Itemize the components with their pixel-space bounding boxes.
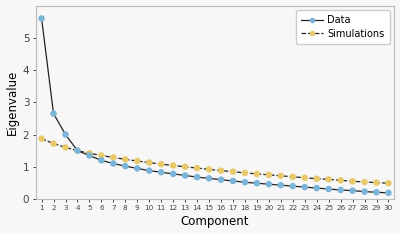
Point [254,181,260,185]
X-axis label: Component: Component [181,216,249,228]
Point [326,187,332,191]
Point [385,181,392,185]
Point [182,165,188,169]
Point [373,190,380,194]
Point [50,112,57,115]
Point [74,149,81,153]
Y-axis label: Eigenvalue: Eigenvalue [6,69,18,135]
Point [278,174,284,178]
Point [290,175,296,179]
Point [349,179,356,183]
Point [194,166,200,170]
Point [266,173,272,177]
Point [122,157,128,161]
Point [62,133,69,136]
Point [266,182,272,186]
Point [86,151,93,155]
Point [98,158,104,162]
Point [230,170,236,173]
Point [158,170,164,174]
Point [242,180,248,184]
Point [230,179,236,183]
Point [338,179,344,182]
Point [146,169,152,172]
Point [122,164,128,168]
Point [74,149,81,153]
Legend: Data, Simulations: Data, Simulations [296,11,390,44]
Point [278,183,284,187]
Point [206,176,212,180]
Point [338,188,344,192]
Point [182,174,188,177]
Point [385,191,392,195]
Point [314,186,320,190]
Point [86,154,93,157]
Point [290,184,296,188]
Point [326,177,332,181]
Point [218,178,224,182]
Point [146,161,152,165]
Point [349,189,356,193]
Point [134,159,140,163]
Point [110,162,116,165]
Point [38,137,45,141]
Point [98,154,104,157]
Point [158,162,164,166]
Point [314,177,320,181]
Point [361,180,368,184]
Point [254,172,260,176]
Point [373,181,380,184]
Point [62,146,69,149]
Point [206,168,212,171]
Point [242,171,248,175]
Point [361,190,368,194]
Point [302,176,308,180]
Point [194,175,200,179]
Point [134,167,140,170]
Point [218,169,224,172]
Point [170,164,176,167]
Point [170,172,176,176]
Point [302,185,308,189]
Point [110,156,116,159]
Point [50,142,57,146]
Point [38,17,45,20]
